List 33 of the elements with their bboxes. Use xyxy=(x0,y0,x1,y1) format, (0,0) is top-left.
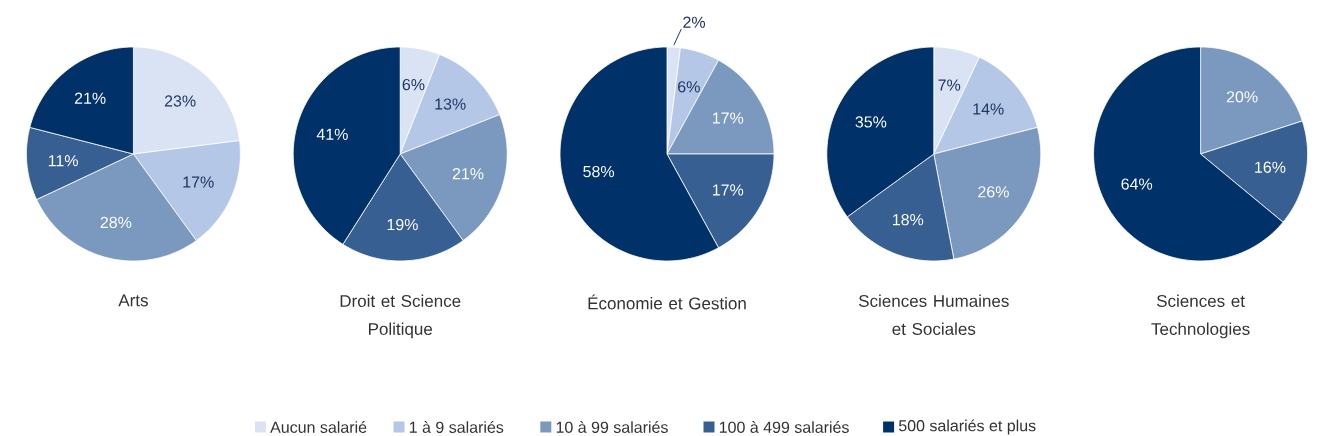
data-label: 35% xyxy=(855,116,887,128)
data-label: 14% xyxy=(973,103,1004,115)
data-label: 17% xyxy=(713,184,744,196)
data-label: 23% xyxy=(164,95,196,107)
data-label: 11% xyxy=(48,155,78,167)
data-label: 26% xyxy=(978,186,1009,198)
text: Droit et Science Politique xyxy=(340,294,461,339)
data-label: 13% xyxy=(435,98,466,110)
legend-label: 100 à 499 salariés xyxy=(719,421,849,433)
data-label: 64% xyxy=(1121,178,1153,190)
data-label: 28% xyxy=(100,216,132,229)
data-label: 20% xyxy=(1226,91,1258,103)
legend-label: 500 salariés et plus xyxy=(898,419,1036,435)
data-label: 19% xyxy=(387,218,418,231)
text: Économie et Gestion xyxy=(588,294,746,310)
text: Sciences et Technologies xyxy=(1151,294,1250,339)
data-label: 18% xyxy=(893,214,924,226)
data-label: 2% xyxy=(683,16,706,28)
legend-label: 10 à 99 salariés xyxy=(556,421,668,433)
data-label: 6% xyxy=(402,78,425,91)
data-label: 7% xyxy=(938,79,961,91)
data-label: 17% xyxy=(183,176,214,188)
data-label: 6% xyxy=(678,81,700,93)
data-label: 21% xyxy=(74,92,106,104)
legend-label: 1 à 9 salariés xyxy=(409,421,504,433)
data-label: 41% xyxy=(316,128,348,140)
text: Sciences Humaines et Sociales xyxy=(858,294,1009,336)
legend-label: Aucun salarié xyxy=(270,421,367,433)
data-label: 58% xyxy=(583,165,615,178)
data-label: 16% xyxy=(1255,161,1286,173)
text: Arts xyxy=(118,294,148,307)
data-label: 21% xyxy=(452,168,484,180)
data-label: 17% xyxy=(713,112,744,124)
